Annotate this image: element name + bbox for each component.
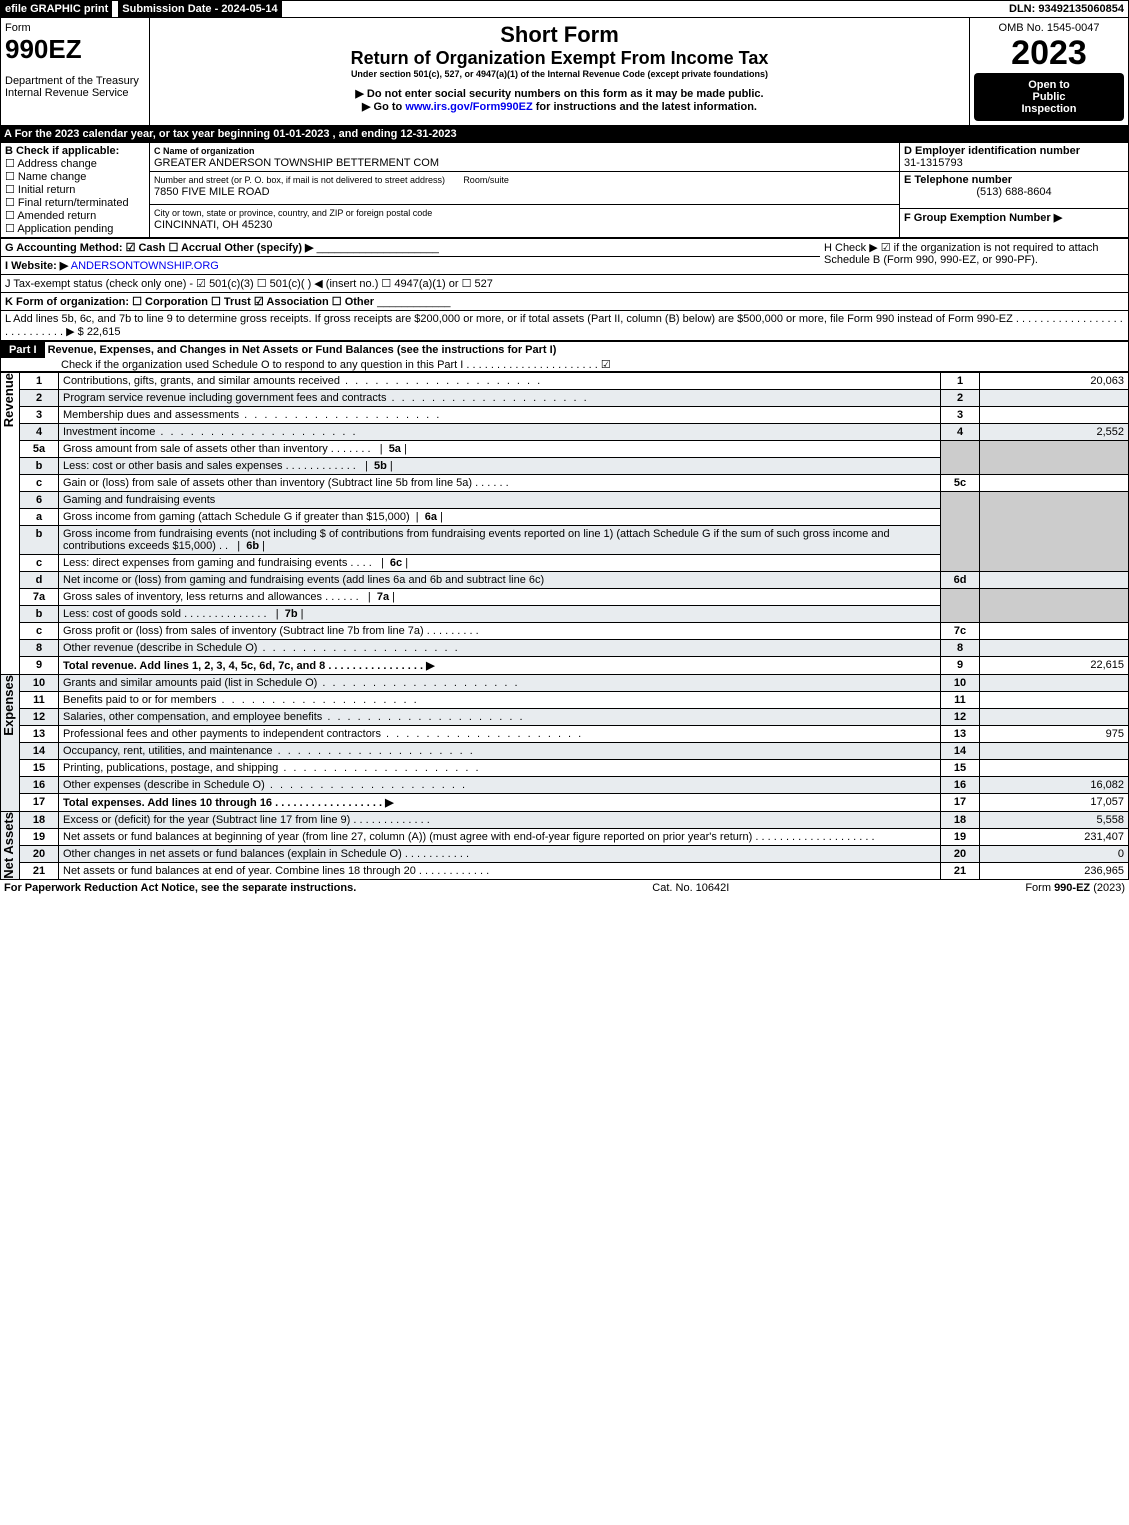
- open-public-box: Open to Public Inspection: [974, 73, 1124, 121]
- line-19: Net assets or fund balances at beginning…: [59, 829, 941, 846]
- form-footer: Form 990-EZ (2023): [1025, 882, 1125, 894]
- irs-url[interactable]: www.irs.gov/Form990EZ: [405, 101, 532, 113]
- main-title: Return of Organization Exempt From Incom…: [154, 48, 965, 69]
- line-13: Professional fees and other payments to …: [59, 726, 941, 743]
- line-7b: Less: cost of goods sold . . . . . . . .…: [59, 606, 941, 623]
- line-5b: Less: cost or other basis and sales expe…: [59, 458, 941, 475]
- val-18: 5,558: [980, 812, 1129, 829]
- line-6b: Gross income from fundraising events (no…: [59, 526, 941, 555]
- line-6c: Less: direct expenses from gaming and fu…: [59, 555, 941, 572]
- line-7a: Gross sales of inventory, less returns a…: [59, 589, 941, 606]
- netassets-label: Net Assets: [1, 812, 16, 879]
- form-word: Form: [5, 22, 145, 34]
- line-18: Excess or (deficit) for the year (Subtra…: [59, 812, 941, 829]
- line-k: K Form of organization: ☐ Corporation ☐ …: [5, 296, 374, 308]
- part1-header: Part I Revenue, Expenses, and Changes in…: [0, 341, 1129, 372]
- part1-title: Revenue, Expenses, and Changes in Net As…: [48, 344, 557, 356]
- val-13: 975: [980, 726, 1129, 743]
- val-20: 0: [980, 846, 1129, 863]
- website-link[interactable]: ANDERSONTOWNSHIP.ORG: [71, 260, 219, 272]
- box-c-label: C Name of organization: [154, 146, 255, 156]
- line-7c: Gross profit or (loss) from sales of inv…: [59, 623, 941, 640]
- room-label: Room/suite: [463, 175, 509, 185]
- line-14: Occupancy, rent, utilities, and maintena…: [59, 743, 941, 760]
- pra-notice: For Paperwork Reduction Act Notice, see …: [4, 882, 356, 894]
- line-3: Membership dues and assessments: [59, 407, 941, 424]
- line-j: J Tax-exempt status (check only one) - ☑…: [1, 275, 1129, 293]
- city-label: City or town, state or province, country…: [154, 208, 432, 218]
- val-1: 20,063: [980, 373, 1129, 390]
- dept-treasury: Department of the Treasury: [5, 75, 145, 87]
- revenue-label: Revenue: [1, 373, 16, 427]
- line-8: Other revenue (describe in Schedule O): [59, 640, 941, 657]
- omb-number: OMB No. 1545-0047: [974, 22, 1124, 34]
- line-17: Total expenses. Add lines 10 through 16 …: [59, 794, 941, 812]
- line-21: Net assets or fund balances at end of ye…: [59, 863, 941, 880]
- subtitle: Under section 501(c), 527, or 4947(a)(1)…: [154, 69, 965, 79]
- form-header: Form 990EZ Department of the Treasury In…: [0, 18, 1129, 126]
- top-bar: efile GRAPHIC print Submission Date - 20…: [0, 0, 1129, 18]
- line-l: L Add lines 5b, 6c, and 7b to line 9 to …: [1, 311, 1129, 341]
- line-12: Salaries, other compensation, and employ…: [59, 709, 941, 726]
- line-11: Benefits paid to or for members: [59, 692, 941, 709]
- chk-amended[interactable]: Amended return: [5, 209, 145, 222]
- box-e-label: E Telephone number: [904, 174, 1012, 186]
- line-g: G Accounting Method: ☑ Cash ☐ Accrual Ot…: [5, 242, 314, 254]
- line-6: Gaming and fundraising events: [59, 492, 941, 509]
- ghijkl-block: G Accounting Method: ☑ Cash ☐ Accrual Ot…: [0, 238, 1129, 341]
- phone: (513) 688-8604: [904, 186, 1124, 198]
- chk-name[interactable]: Name change: [5, 170, 145, 183]
- line-15: Printing, publications, postage, and shi…: [59, 760, 941, 777]
- line-2: Program service revenue including govern…: [59, 390, 941, 407]
- line-6d: Net income or (loss) from gaming and fun…: [59, 572, 941, 589]
- val-19: 231,407: [980, 829, 1129, 846]
- part1-label: Part I: [1, 342, 45, 358]
- chk-pending[interactable]: Application pending: [5, 222, 145, 235]
- val-17: 17,057: [980, 794, 1129, 812]
- cat-no: Cat. No. 10642I: [652, 882, 729, 894]
- line-4: Investment income: [59, 424, 941, 441]
- val-16: 16,082: [980, 777, 1129, 794]
- line-20: Other changes in net assets or fund bala…: [59, 846, 941, 863]
- line-9: Total revenue. Add lines 1, 2, 3, 4, 5c,…: [59, 657, 941, 675]
- financial-table: Revenue 1 Contributions, gifts, grants, …: [0, 372, 1129, 880]
- form-number: 990EZ: [5, 34, 145, 65]
- val-9: 22,615: [980, 657, 1129, 675]
- line-10: Grants and similar amounts paid (list in…: [59, 675, 941, 692]
- expenses-label: Expenses: [1, 675, 16, 736]
- line-6a: Gross income from gaming (attach Schedul…: [59, 509, 941, 526]
- street: 7850 FIVE MILE ROAD: [154, 186, 270, 198]
- city: CINCINNATI, OH 45230: [154, 219, 272, 231]
- tax-year: 2023: [974, 34, 1124, 73]
- street-label: Number and street (or P. O. box, if mail…: [154, 175, 445, 185]
- box-d-label: D Employer identification number: [904, 145, 1080, 157]
- efile-label: efile GRAPHIC print: [1, 1, 112, 17]
- box-f-label: F Group Exemption Number ▶: [904, 212, 1062, 224]
- page-footer: For Paperwork Reduction Act Notice, see …: [0, 880, 1129, 896]
- box-b-label: B Check if applicable:: [5, 145, 145, 157]
- line-i-label: I Website: ▶: [5, 260, 68, 272]
- irs-label: Internal Revenue Service: [5, 87, 145, 99]
- part1-check-o: Check if the organization used Schedule …: [1, 359, 611, 371]
- val-21: 236,965: [980, 863, 1129, 880]
- line-h: H Check ▶ ☑ if the organization is not r…: [824, 242, 1099, 266]
- goto-link[interactable]: ▶ Go to www.irs.gov/Form990EZ for instru…: [154, 100, 965, 113]
- line-a: A For the 2023 calendar year, or tax yea…: [0, 126, 1129, 142]
- dln: DLN: 93492135060854: [1005, 1, 1128, 17]
- chk-address[interactable]: Address change: [5, 157, 145, 170]
- line-5a: Gross amount from sale of assets other t…: [59, 441, 941, 458]
- line-5c: Gain or (loss) from sale of assets other…: [59, 475, 941, 492]
- short-form-title: Short Form: [154, 22, 965, 48]
- line-16: Other expenses (describe in Schedule O): [59, 777, 941, 794]
- ein: 31-1315793: [904, 157, 963, 169]
- identity-block: B Check if applicable: Address change Na…: [0, 142, 1129, 238]
- chk-final[interactable]: Final return/terminated: [5, 196, 145, 209]
- chk-initial[interactable]: Initial return: [5, 183, 145, 196]
- line-1: Contributions, gifts, grants, and simila…: [59, 373, 941, 390]
- ssn-note: ▶ Do not enter social security numbers o…: [154, 87, 965, 100]
- org-name: GREATER ANDERSON TOWNSHIP BETTERMENT COM: [154, 157, 439, 169]
- submission-date: Submission Date - 2024-05-14: [116, 1, 281, 17]
